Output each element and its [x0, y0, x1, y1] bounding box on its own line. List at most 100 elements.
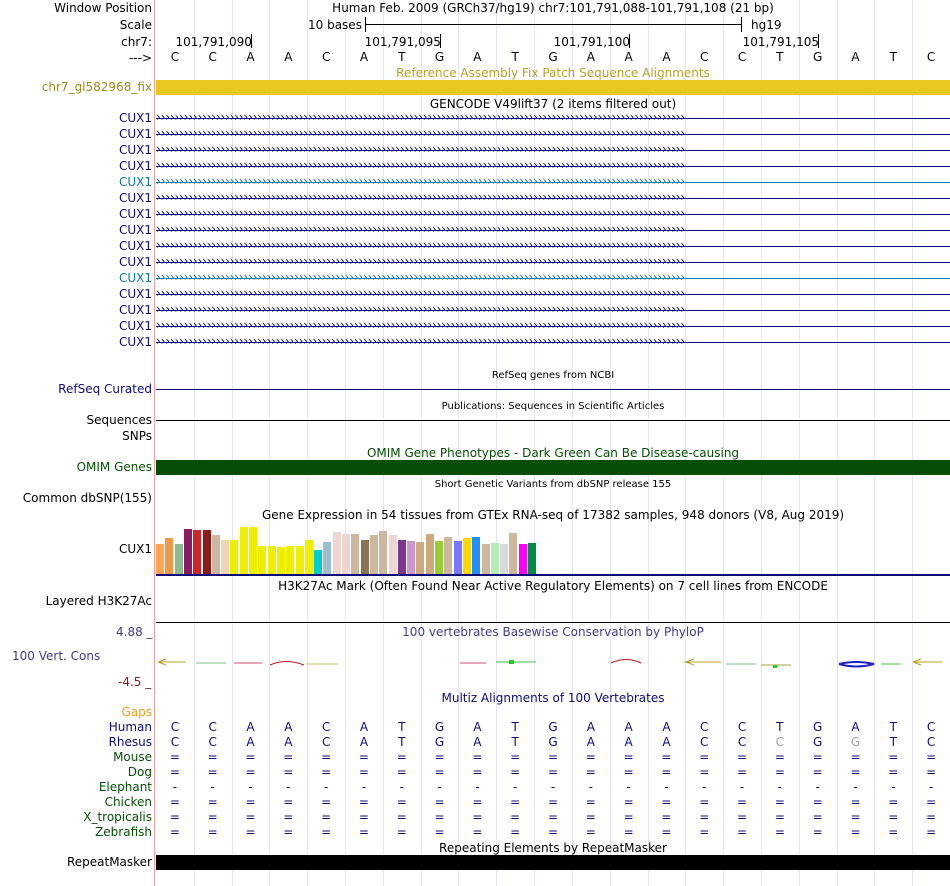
repeatmasker-bar[interactable]: [156, 855, 950, 870]
species-label[interactable]: Zebrafish: [95, 825, 152, 839]
strand-chevrons: ››››››››››››››››››››››››››››››››››››››››…: [156, 190, 685, 204]
gencode-transcript[interactable]: [156, 294, 950, 295]
gtex-tissue-bar[interactable]: [156, 544, 164, 574]
omim-label[interactable]: OMIM Genes: [76, 460, 152, 474]
gtex-tissue-bar[interactable]: [332, 532, 341, 574]
gtex-tissue-bar[interactable]: [183, 529, 192, 574]
gtex-tissue-bar[interactable]: [369, 535, 378, 574]
aligned-base: -: [664, 780, 669, 794]
strand-chevrons: ››››››››››››››››››››››››››››››››››››››››…: [156, 318, 685, 332]
gencode-transcript[interactable]: [156, 278, 950, 279]
repeatmasker-label[interactable]: RepeatMasker: [66, 855, 152, 869]
gencode-item-label[interactable]: CUX1: [118, 111, 152, 125]
gtex-tissue-bar[interactable]: [528, 543, 536, 574]
aligned-base: =: [283, 825, 294, 839]
gencode-transcript[interactable]: [156, 230, 950, 231]
gtex-tissue-bar[interactable]: [509, 533, 518, 574]
omim-bar[interactable]: [156, 460, 950, 475]
gtex-tissue-bar[interactable]: [500, 544, 509, 574]
gencode-item-label[interactable]: CUX1: [118, 303, 152, 317]
gtex-tissue-bar[interactable]: [314, 550, 323, 574]
species-label[interactable]: Mouse: [113, 750, 152, 764]
gtex-tissue-bar[interactable]: [221, 540, 230, 574]
species-label[interactable]: X_tropicalis: [83, 810, 152, 824]
dbsnp-label[interactable]: Common dbSNP(155): [22, 491, 152, 505]
gencode-transcript[interactable]: [156, 182, 950, 183]
gtex-tissue-bar[interactable]: [453, 541, 462, 574]
gtex-label[interactable]: CUX1: [118, 542, 152, 556]
gtex-tissue-bar[interactable]: [481, 544, 490, 574]
gtex-tissue-bar[interactable]: [258, 546, 267, 574]
gtex-tissue-bar[interactable]: [388, 535, 397, 574]
gtex-tissue-bar[interactable]: [490, 543, 499, 574]
gencode-transcript[interactable]: [156, 246, 950, 247]
gencode-item-label[interactable]: CUX1: [118, 127, 152, 141]
gtex-tissue-bar[interactable]: [416, 542, 425, 574]
gencode-item-label[interactable]: CUX1: [118, 319, 152, 333]
gencode-transcript[interactable]: [156, 118, 950, 119]
gencode-item-label[interactable]: CUX1: [118, 207, 152, 221]
gencode-item-label[interactable]: CUX1: [118, 335, 152, 349]
gtex-tissue-bar[interactable]: [462, 538, 471, 574]
gtex-tissue-bar[interactable]: [267, 546, 276, 574]
gtex-tissue-bar[interactable]: [435, 541, 443, 574]
gtex-tissue-bar[interactable]: [342, 534, 350, 574]
gtex-tissue-bar[interactable]: [304, 540, 313, 574]
gtex-tissue-bar[interactable]: [165, 538, 174, 574]
gtex-tissue-bar[interactable]: [425, 534, 434, 574]
gencode-transcript[interactable]: [156, 310, 950, 311]
gaps-label[interactable]: Gaps: [121, 705, 152, 719]
gencode-transcript[interactable]: [156, 342, 950, 343]
gtex-tissue-bar[interactable]: [239, 527, 248, 574]
gtex-tissue-bar[interactable]: [397, 540, 406, 574]
phylop-label[interactable]: 100 Vert. Cons: [12, 649, 101, 663]
gencode-item-label[interactable]: CUX1: [118, 239, 152, 253]
gtex-tissue-bar[interactable]: [518, 544, 527, 574]
gencode-transcript[interactable]: [156, 166, 950, 167]
species-label[interactable]: Human: [108, 720, 152, 734]
gtex-tissue-bar[interactable]: [193, 530, 202, 574]
gencode-item-label[interactable]: CUX1: [118, 175, 152, 189]
gtex-tissue-bar[interactable]: [230, 540, 239, 574]
publications-label[interactable]: Sequences: [86, 413, 152, 427]
gtex-tissue-bar[interactable]: [323, 542, 332, 574]
h3k27ac-label[interactable]: Layered H3K27Ac: [45, 594, 152, 608]
gtex-tissue-bar[interactable]: [211, 535, 220, 574]
species-label[interactable]: Chicken: [104, 795, 152, 809]
species-label[interactable]: Dog: [127, 765, 152, 779]
gtex-tissue-bar[interactable]: [407, 541, 416, 574]
snps-label[interactable]: SNPs: [122, 429, 152, 443]
aligned-base: -: [777, 780, 783, 794]
gtex-tissue-bar[interactable]: [360, 540, 369, 574]
fix-patch-bar[interactable]: [156, 80, 950, 95]
gencode-item-label[interactable]: CUX1: [118, 143, 152, 157]
species-label[interactable]: Rhesus: [108, 735, 152, 749]
gtex-tissue-bar[interactable]: [174, 544, 183, 574]
gtex-tissue-bar[interactable]: [202, 530, 211, 574]
fix-patch-label[interactable]: chr7_gl582968_fix: [41, 80, 152, 94]
gtex-tissue-bar[interactable]: [444, 537, 453, 574]
gtex-tissue-bar[interactable]: [276, 547, 285, 574]
gencode-transcript[interactable]: [156, 134, 950, 135]
refseq-label[interactable]: RefSeq Curated: [58, 382, 152, 396]
gtex-tissue-bar[interactable]: [472, 537, 481, 574]
gencode-item-label[interactable]: CUX1: [118, 271, 152, 285]
gencode-item-label[interactable]: CUX1: [118, 255, 152, 269]
gencode-transcript[interactable]: [156, 198, 950, 199]
gtex-tissue-bar[interactable]: [286, 546, 295, 574]
gencode-item-label[interactable]: CUX1: [118, 159, 152, 173]
gtex-tissue-bar[interactable]: [249, 527, 257, 574]
gencode-item-label[interactable]: CUX1: [118, 287, 152, 301]
gtex-tissue-bar[interactable]: [379, 531, 388, 574]
gencode-transcript[interactable]: [156, 214, 950, 215]
gencode-transcript[interactable]: [156, 326, 950, 327]
aligned-base: =: [850, 750, 861, 764]
gtex-tissue-bar[interactable]: [351, 534, 360, 574]
gencode-item-label[interactable]: CUX1: [118, 191, 152, 205]
gencode-transcript[interactable]: [156, 262, 950, 263]
gencode-item-label[interactable]: CUX1: [118, 223, 152, 237]
species-label[interactable]: Elephant: [98, 780, 152, 794]
gtex-tissue-bar[interactable]: [295, 546, 304, 574]
gencode-transcript[interactable]: [156, 150, 950, 151]
aligned-base: C: [321, 735, 331, 749]
